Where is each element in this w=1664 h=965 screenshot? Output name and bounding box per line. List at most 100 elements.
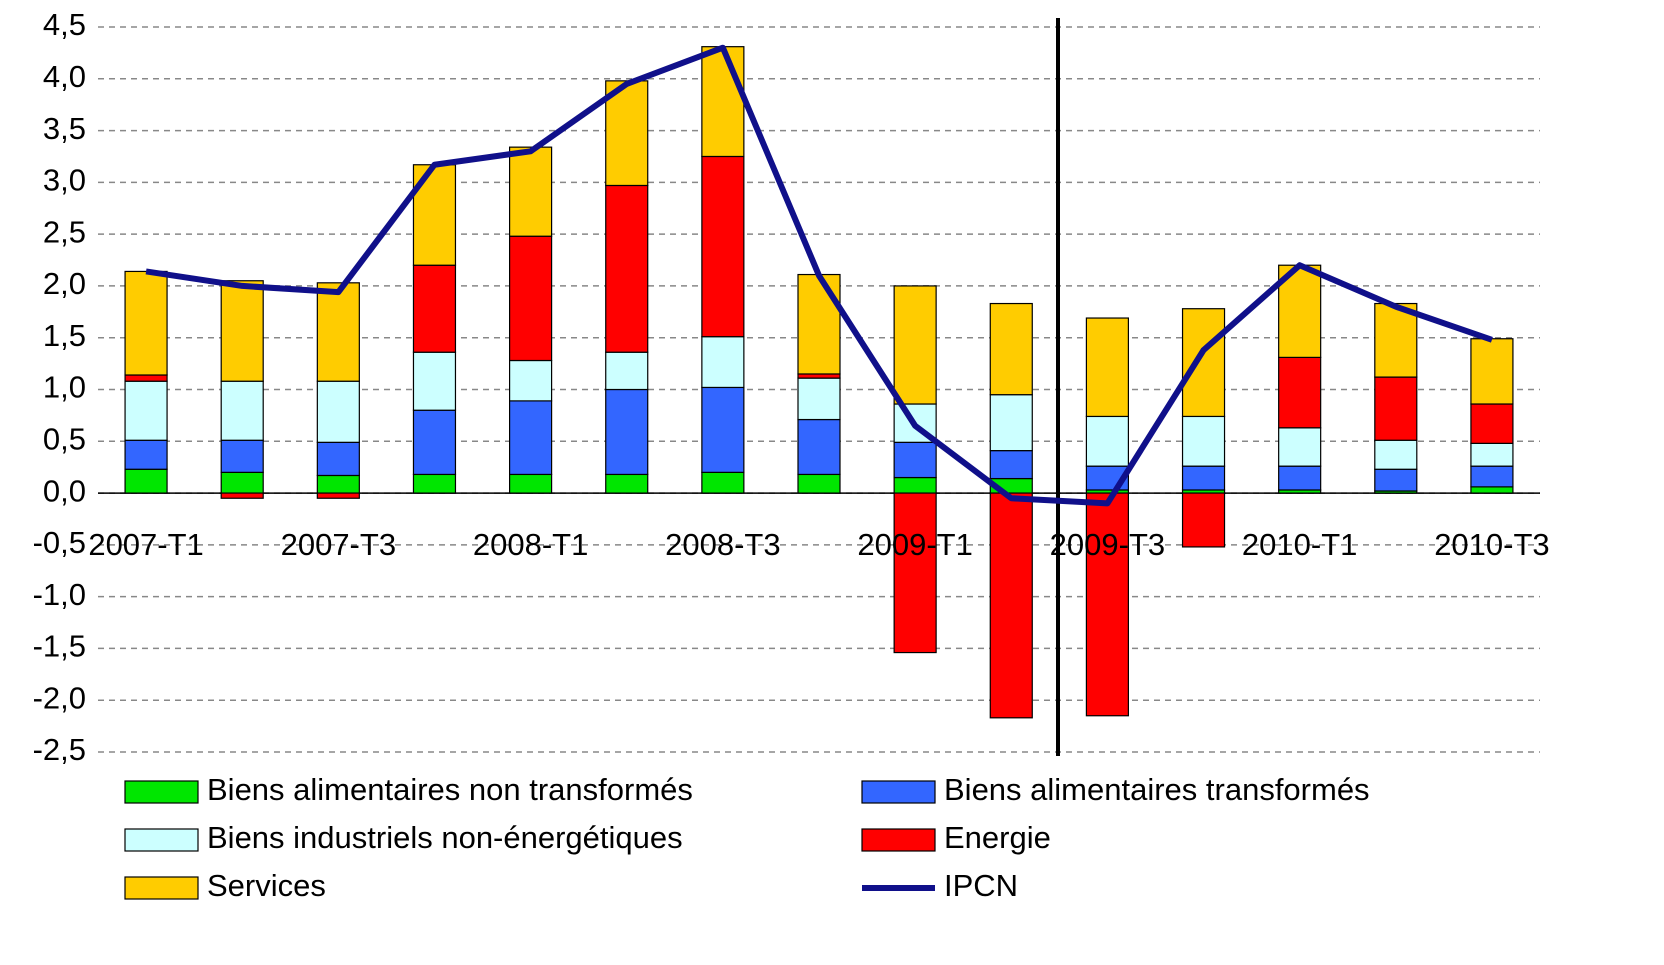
bar-segment [989,394,1033,452]
legend-label: Biens alimentaires non transformés [207,772,693,807]
line-series [145,44,1493,507]
bar-segment [701,336,745,389]
x-tick-label: 2009-T3 [1050,527,1165,562]
bar-segment [509,473,553,494]
bar-segment [797,373,841,379]
y-tick-label: 1,0 [43,370,86,405]
bar-segment [220,380,264,441]
legend-swatch [861,828,936,852]
bar-segment [1181,308,1226,418]
y-tick-label: 2,5 [43,214,86,249]
bar-segment [605,184,649,353]
bar-segment [797,418,841,476]
bar-segment [701,386,745,473]
y-tick-label: 3,0 [43,163,86,198]
bar-segment [893,285,937,405]
x-tick-label: 2009-T1 [857,527,972,562]
bar-segment [316,380,360,443]
bar-segment [220,280,264,382]
bar-segment [797,377,841,421]
y-tick-label: -1,0 [33,577,86,612]
bar-segment [412,473,457,494]
bar-segment [220,439,264,473]
bar-segment [412,264,457,353]
bar-segment [412,351,457,411]
bar-segment [605,388,649,476]
y-tick-label: 1,5 [43,318,86,353]
legend-swatch [124,828,199,852]
legend-swatch [124,780,199,804]
x-tick-label: 2008-T3 [665,527,780,562]
x-tick-label: 2007-T1 [88,527,203,562]
bar-segment [316,492,360,499]
bar-segment [1085,492,1130,717]
bar-segment [1470,442,1514,467]
x-tick-label: 2010-T3 [1434,527,1549,562]
bar-segment [509,400,553,476]
bar-segment [605,351,649,391]
x-tick-label: 2008-T1 [473,527,588,562]
y-tick-label: 3,5 [43,111,86,146]
y-tick-label: 0,5 [43,421,86,456]
bar-segment [701,471,745,494]
bar-segment [316,282,360,382]
bar-segment [124,270,168,376]
bar-segment [509,235,553,362]
bar-segment [124,439,168,470]
bar-segment [1278,356,1322,429]
bar-segment [1278,427,1322,467]
legend-label: IPCN [944,868,1018,903]
bar-segment [1470,465,1514,488]
bar-segment [1374,376,1418,441]
bar-segment [1374,468,1418,492]
y-tick-label: 4,5 [43,7,86,42]
y-tick-label: -1,5 [33,629,86,664]
bar-segment [1181,492,1226,548]
x-tick-label: 2010-T1 [1242,527,1357,562]
bar-segment [316,474,360,494]
legend-label: Services [207,868,326,903]
bar-segment [124,468,168,494]
bar-segment [1181,465,1226,491]
legend-label: Biens alimentaires transformés [944,772,1370,807]
bar-segment [1374,302,1418,378]
bar-segment [1470,403,1514,444]
legend-swatch [124,876,199,900]
bar-segment [1085,317,1130,418]
bar-segment [1278,465,1322,491]
bar-segment [893,476,937,494]
bar-segment [701,46,745,158]
y-tick-label: -0,5 [33,525,86,560]
bar-segment [509,146,553,237]
legend-label: Biens industriels non-énergétiques [207,820,683,855]
bar-segment [509,359,553,402]
bar-segment [1181,415,1226,467]
bar-segment [701,155,745,338]
bar-segment [220,492,264,499]
x-tick-label: 2007-T3 [281,527,396,562]
bar-segment [989,450,1033,480]
bar-segment [124,374,168,382]
bar-segment [989,492,1033,719]
bar-segment [1374,439,1418,470]
bar-segment [412,409,457,476]
bar-segment [220,471,264,494]
y-tick-label: 0,0 [43,473,86,508]
bar-segment [797,273,841,375]
legend-label: Energie [944,820,1051,855]
legend-swatch [861,780,936,804]
bar-segment [316,441,360,477]
y-tick-label: 4,0 [43,59,86,94]
bar-segment [605,473,649,494]
y-tick-label: 2,0 [43,266,86,301]
bar-segment [893,492,937,654]
y-tick-label: -2,0 [33,680,86,715]
bar-segment [1470,338,1514,405]
y-tick-label: -2,5 [33,732,86,767]
bar-segment [124,380,168,441]
bar-segment [1470,486,1514,494]
bar-segment [989,302,1033,396]
bar-segment [1085,415,1130,467]
bar-segment [797,473,841,494]
